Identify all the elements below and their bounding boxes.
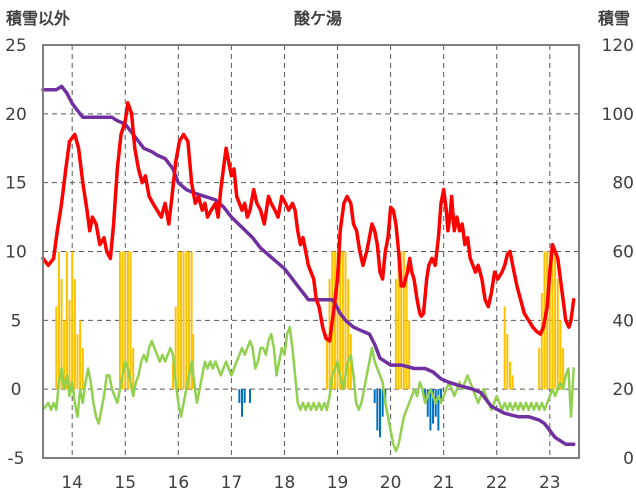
bar-negative <box>248 389 251 403</box>
left-axis-label: 積雪以外 <box>5 9 70 28</box>
bar-positive <box>540 292 543 390</box>
bar-negative <box>241 389 244 417</box>
bar-negative <box>238 389 241 403</box>
bar-positive <box>76 334 79 390</box>
bar-positive <box>182 251 185 390</box>
bar-positive <box>503 306 506 390</box>
bar-positive <box>506 334 509 390</box>
bar-positive <box>185 251 188 390</box>
bar-positive <box>63 320 66 390</box>
bar-positive <box>187 251 190 390</box>
ticks-layer: -5 0 5 10 15 20 25 0 20 40 60 80 100 120 14 15 16 17 18 19 2… <box>5 36 634 493</box>
bar-positive <box>400 251 403 390</box>
bar-negative <box>376 389 379 431</box>
bar-positive <box>546 251 549 390</box>
bar-positive <box>129 251 132 390</box>
right-axis-label: 積雪 <box>597 9 630 28</box>
left-tick-label: 5 <box>11 311 22 331</box>
right-tick-label: 0 <box>623 449 634 469</box>
bar-negative <box>426 389 429 417</box>
bar-positive <box>174 306 177 390</box>
bar-positive <box>71 251 74 390</box>
bar-negative <box>373 389 376 403</box>
x-tick-label: 17 <box>221 473 243 493</box>
bar-positive <box>79 320 82 390</box>
bar-positive <box>73 279 76 390</box>
bar-positive <box>192 334 195 390</box>
right-tick-label: 100 <box>602 105 634 125</box>
bar-positive <box>511 375 514 390</box>
right-tick-label: 60 <box>612 243 634 263</box>
left-tick-label: -5 <box>8 449 25 469</box>
bar-negative <box>437 389 440 431</box>
bar-positive <box>124 251 127 390</box>
bar-positive <box>538 347 541 390</box>
bar-positive <box>347 279 350 390</box>
plot-frame <box>42 44 580 459</box>
x-tick-label: 23 <box>539 473 561 493</box>
bar-positive <box>548 251 551 390</box>
bar-positive <box>172 361 175 390</box>
bar-positive <box>397 251 400 390</box>
bar-negative <box>424 389 427 403</box>
bar-positive <box>408 320 411 390</box>
left-tick-label: 10 <box>5 243 27 263</box>
lines-layer <box>41 84 576 453</box>
bar-positive <box>81 347 84 390</box>
bar-positive <box>57 251 60 390</box>
bar-positive <box>55 306 58 390</box>
left-tick-label: 0 <box>11 380 22 400</box>
bar-positive <box>394 279 397 390</box>
right-tick-label: 80 <box>612 174 634 194</box>
bar-negative <box>440 389 443 403</box>
bar-positive <box>405 265 408 390</box>
x-tick-label: 16 <box>168 473 190 493</box>
x-tick-label: 20 <box>380 473 402 493</box>
x-tick-label: 18 <box>274 473 296 493</box>
bar-positive <box>121 251 124 390</box>
x-tick-label: 21 <box>433 473 455 493</box>
bar-positive <box>333 251 336 390</box>
left-tick-label: 20 <box>5 105 27 125</box>
bar-positive <box>60 279 63 390</box>
bar-positive <box>556 279 559 390</box>
chart-title: 酸ケ湯 <box>294 9 342 28</box>
red-line <box>41 101 576 343</box>
bar-positive <box>68 299 71 390</box>
x-tick-label: 19 <box>327 473 349 493</box>
bar-negative <box>429 389 432 431</box>
bar-positive <box>339 251 342 390</box>
bar-positive <box>132 347 135 390</box>
bar-positive <box>65 251 68 390</box>
bar-positive <box>509 361 512 390</box>
x-tick-label: 14 <box>61 473 83 493</box>
bar-positive <box>554 251 557 390</box>
bar-positive <box>336 251 339 390</box>
right-tick-label: 40 <box>612 311 634 331</box>
bar-positive <box>179 251 182 390</box>
bar-positive <box>325 334 328 390</box>
bar-positive <box>341 251 344 390</box>
bar-negative <box>243 389 246 403</box>
left-tick-label: 25 <box>5 36 27 56</box>
bar-negative <box>378 389 381 438</box>
bar-negative <box>381 389 384 417</box>
bar-positive <box>562 347 565 390</box>
bar-positive <box>118 251 121 390</box>
bar-negative <box>432 389 435 424</box>
green-line <box>41 325 575 453</box>
left-tick-label: 15 <box>5 174 27 194</box>
bar-positive <box>126 251 129 390</box>
right-tick-label: 120 <box>602 36 634 56</box>
bar-positive <box>190 251 193 390</box>
bar-positive <box>551 251 554 390</box>
bar-positive <box>559 320 562 390</box>
bar-positive <box>177 251 180 390</box>
x-tick-label: 22 <box>486 473 508 493</box>
right-tick-label: 20 <box>612 380 634 400</box>
x-tick-label: 15 <box>114 473 136 493</box>
bar-positive <box>402 251 405 390</box>
